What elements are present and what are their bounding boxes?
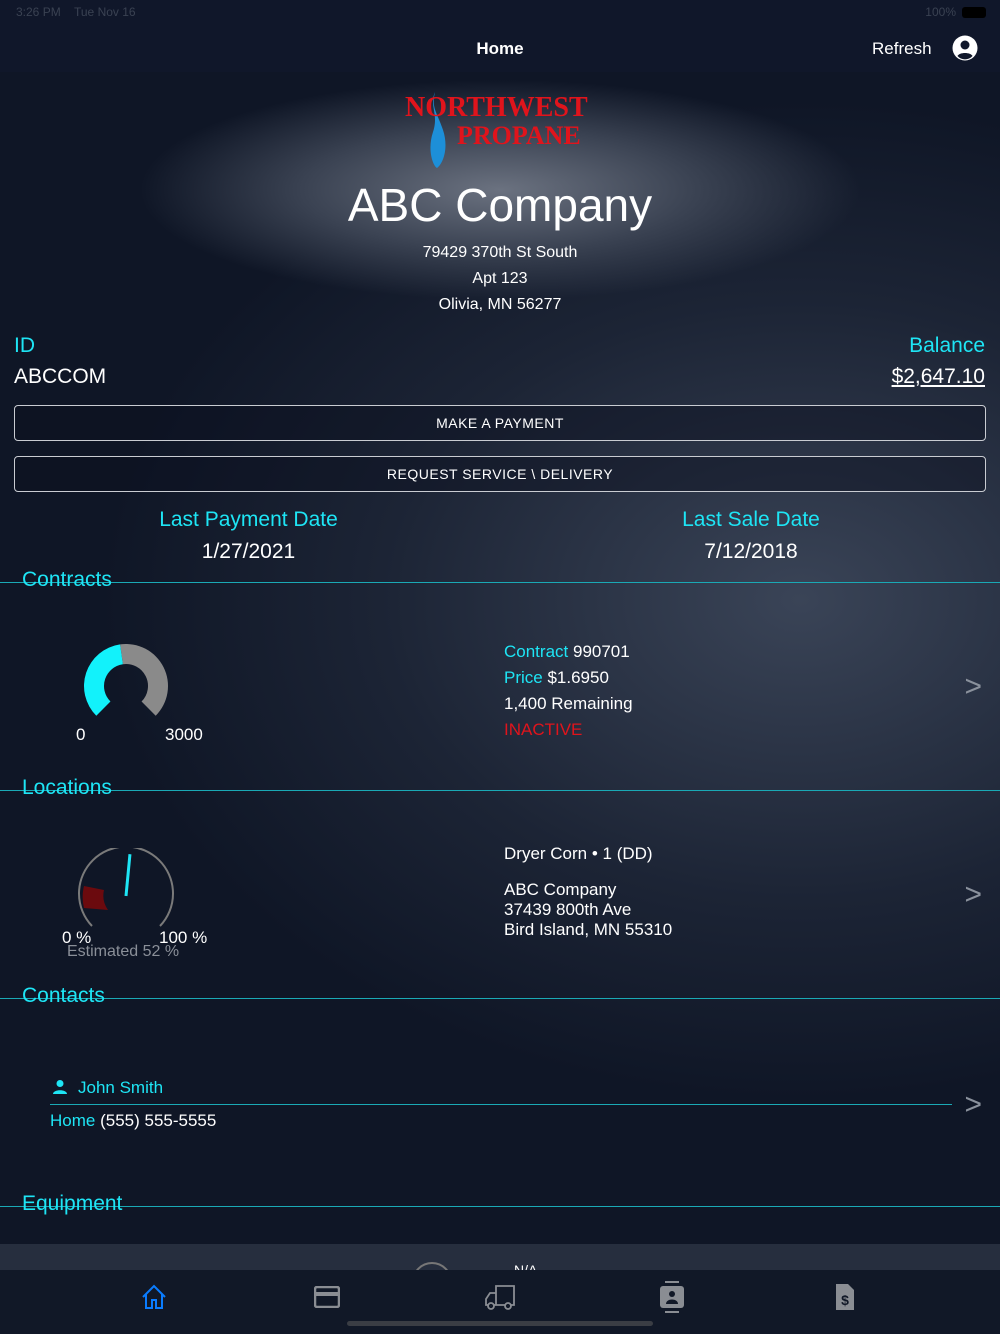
contract-number: 990701: [572, 642, 630, 661]
section-title: Contracts: [22, 568, 112, 591]
contact-row[interactable]: John Smith Home (555) 555-5555 >: [0, 1060, 1000, 1150]
customer-address: 79429 370th St South Apt 123 Olivia, MN …: [0, 240, 1000, 318]
gauge-min: 0 %: [62, 928, 92, 947]
tab-contacts[interactable]: [652, 1280, 692, 1314]
status-date: Tue Nov 16: [74, 5, 136, 19]
tab-payments[interactable]: [307, 1280, 347, 1314]
equipment-section-header: Equipment: [0, 1192, 1000, 1215]
tab-bar: $: [0, 1270, 1000, 1334]
contract-gauge: [84, 644, 168, 716]
balance-link[interactable]: $2,647.10: [891, 365, 985, 388]
person-icon: [53, 1080, 67, 1094]
contacts-section-header: Contacts: [0, 984, 1000, 1007]
locations-section-header: Locations: [0, 776, 1000, 799]
gauge-remaining-arc: [120, 644, 168, 716]
location-name: ABC Company: [504, 880, 617, 899]
home-icon: [142, 1284, 166, 1309]
contact-phone: Home (555) 555-5555: [50, 1111, 216, 1131]
chevron-right-icon: >: [964, 670, 982, 703]
page-title: Home: [476, 39, 524, 58]
tank-level-gauge: [78, 848, 174, 927]
refresh-button[interactable]: Refresh: [872, 39, 932, 58]
phone-label: Home: [50, 1111, 96, 1130]
account-icon[interactable]: [952, 35, 978, 61]
address-line: Apt 123: [472, 270, 528, 287]
estimated-level: Estimated 52 %: [67, 943, 180, 960]
last-sale-date: 7/12/2018: [704, 540, 798, 563]
low-level-zone: [82, 886, 108, 910]
home-indicator: [347, 1321, 653, 1326]
price-label: Price: [504, 668, 543, 687]
gauge-max: 100 %: [159, 928, 208, 947]
equipment-row[interactable]: N/A: [0, 1244, 1000, 1270]
nav-bar: Home Refresh: [0, 24, 1000, 72]
tab-deliveries[interactable]: [480, 1280, 520, 1314]
contact-name: John Smith: [78, 1078, 164, 1097]
truck-icon: [485, 1285, 515, 1310]
gauge-max: 3000: [165, 725, 203, 744]
tab-home[interactable]: [134, 1280, 174, 1314]
contracts-section-header: Contracts: [0, 568, 1000, 591]
chevron-right-icon: >: [964, 1088, 982, 1121]
last-sale-label: Last Sale Date: [682, 508, 820, 531]
id-label: ID: [14, 334, 35, 357]
contract-price: $1.6950: [547, 668, 609, 687]
credit-card-icon: [314, 1286, 340, 1308]
tank-name: Dryer Corn • 1 (DD): [504, 844, 653, 863]
location-address: ABC Company 37439 800th Ave Bird Island,…: [504, 880, 672, 940]
chevron-right-icon: >: [964, 878, 982, 911]
make-payment-button[interactable]: MAKE A PAYMENT: [14, 405, 986, 441]
divider: [50, 1104, 952, 1105]
address-line: Olivia, MN 56277: [438, 296, 562, 313]
contract-details: Contract 990701 Price $1.6950 1,400 Rema…: [504, 639, 633, 743]
svg-text:$: $: [841, 1292, 849, 1308]
section-title: Contacts: [22, 984, 105, 1007]
invoice-dollar-icon: $: [836, 1284, 854, 1310]
contract-status: INACTIVE: [504, 720, 583, 739]
phone-number: (555) 555-5555: [100, 1111, 217, 1130]
tab-invoices[interactable]: $: [825, 1280, 865, 1314]
logo-text: NORTHWEST: [405, 92, 588, 123]
request-service-button[interactable]: REQUEST SERVICE \ DELIVERY: [14, 456, 986, 492]
equipment-gauge: [412, 1262, 452, 1270]
gauge-used-arc: [84, 644, 123, 716]
address-line: 79429 370th St South: [422, 244, 578, 261]
balance-label: Balance: [909, 334, 985, 357]
flame-logo-icon: NORTHWEST PROPANE: [405, 92, 588, 168]
customer-id: ABCCOM: [14, 365, 107, 388]
location-row[interactable]: 0 % 100 % Estimated 52 % Dryer Corn • 1 …: [0, 810, 1000, 985]
company-name: ABC Company: [347, 179, 653, 231]
location-city: Bird Island, MN 55310: [504, 920, 673, 939]
section-title: Equipment: [22, 1192, 123, 1215]
contract-row[interactable]: 0 3000 Contract 990701 Price $1.6950 1,4…: [0, 600, 1000, 780]
gauge-needle: [124, 854, 132, 897]
equipment-value: N/A: [514, 1262, 538, 1270]
logo-text: PROPANE: [457, 121, 581, 150]
battery-icon: [962, 7, 986, 18]
contract-label: Contract: [504, 642, 569, 661]
gauge-min: 0: [76, 725, 86, 744]
section-title: Locations: [22, 776, 112, 799]
battery-percent: 100%: [925, 5, 956, 19]
contract-remaining: 1,400 Remaining: [504, 694, 633, 713]
status-time: 3:26 PM: [16, 5, 61, 19]
last-payment-date: 1/27/2021: [201, 540, 296, 563]
company-logo: NORTHWEST PROPANE: [405, 88, 600, 170]
contact-card-icon: [660, 1281, 684, 1313]
last-payment-label: Last Payment Date: [159, 508, 338, 531]
status-bar: 3:26 PM Tue Nov 16 100%: [0, 0, 1000, 24]
location-street: 37439 800th Ave: [504, 900, 632, 919]
